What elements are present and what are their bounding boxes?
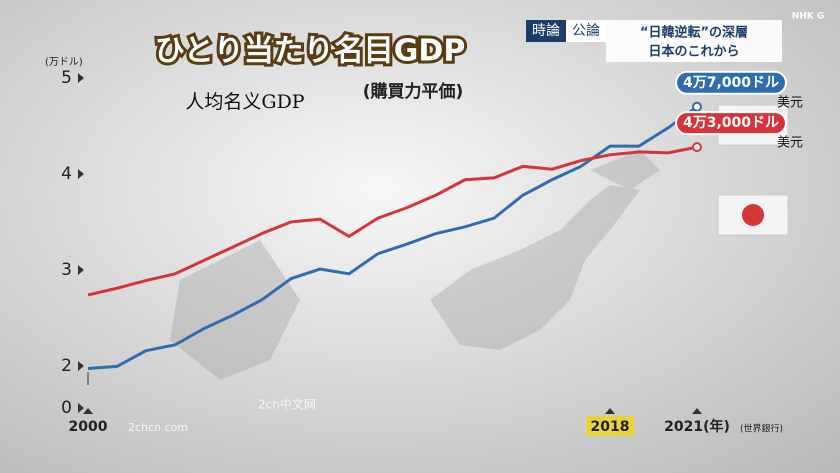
tag-box xyxy=(566,20,606,42)
end-point xyxy=(692,142,702,153)
y-tick xyxy=(78,265,84,275)
end-note: 美元 xyxy=(777,95,803,110)
end-label-box xyxy=(675,111,787,136)
tag-box xyxy=(526,20,566,42)
x-tick-label: 2018 xyxy=(591,419,630,435)
chart-subtitle: (購買力平価) xyxy=(363,81,464,102)
channel: NHK G xyxy=(792,12,825,22)
program-line: 日本のこれから xyxy=(648,44,739,60)
x-tick-highlight xyxy=(586,416,634,436)
end-label-box xyxy=(675,70,787,95)
flag-japan xyxy=(717,194,789,236)
watermark: 2chcn.com xyxy=(128,421,188,434)
program-line: “日韓逆転”の深層 xyxy=(640,25,748,41)
line xyxy=(87,145,698,297)
end-point xyxy=(692,101,702,112)
end-label: 4万3,000ドル xyxy=(683,115,779,131)
y-tick xyxy=(78,361,84,371)
y-tick xyxy=(78,73,84,83)
y-tick-label: 5 xyxy=(61,68,72,88)
tag: 時論 xyxy=(532,23,560,39)
chart-title: ひとり当たり名目GDP xyxy=(155,34,466,69)
source: (世界銀行) xyxy=(740,423,783,435)
y-tick-label: 2 xyxy=(61,356,72,376)
y-tick xyxy=(78,169,84,179)
y-unit: (万ドル) xyxy=(45,57,83,68)
tag: 公論 xyxy=(572,23,600,39)
x-tick-label: 2000 xyxy=(69,419,108,435)
y-tick-label: 4 xyxy=(61,164,72,184)
map-shape xyxy=(170,150,660,380)
x-tick-label: 2021(年) xyxy=(664,418,730,435)
y-tick-label: 0 xyxy=(61,398,72,418)
end-note: 美元 xyxy=(777,136,803,151)
y-tick xyxy=(78,403,84,413)
x-tick xyxy=(605,408,615,414)
end-label: 4万7,000ドル xyxy=(683,75,779,91)
caption: 人均名义GDP xyxy=(185,91,304,113)
x-tick xyxy=(83,408,93,414)
program-box xyxy=(606,20,782,62)
watermark: 2ch中文网 xyxy=(258,397,316,412)
y-tick-label: 3 xyxy=(61,260,72,280)
x-tick xyxy=(692,408,702,414)
